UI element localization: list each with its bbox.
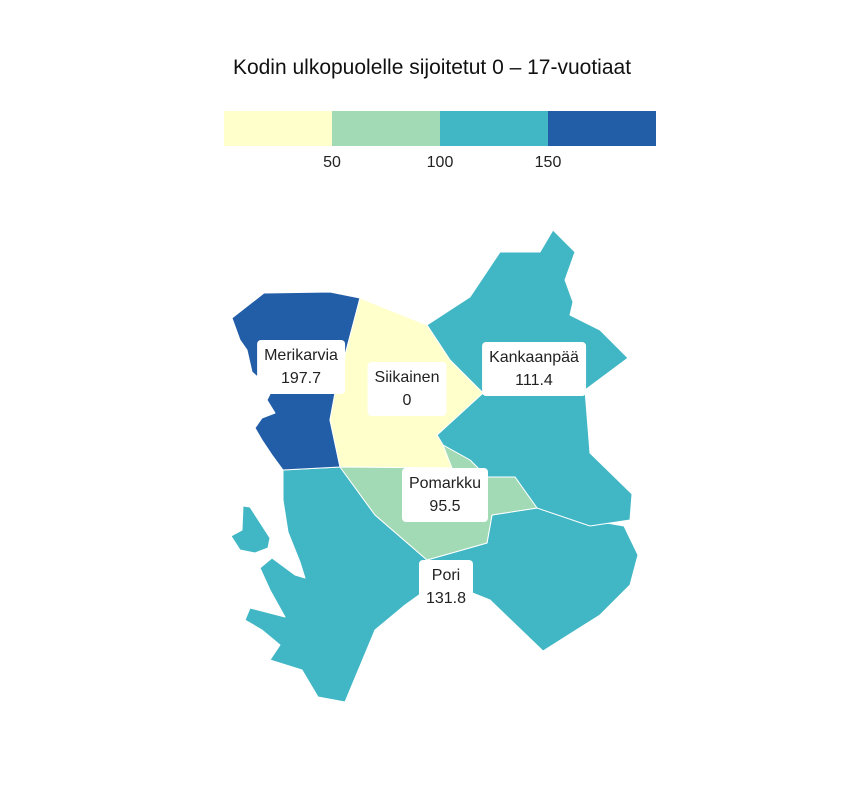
region-label-pori: Pori 131.8: [418, 560, 474, 614]
region-label-merikarvia: Merikarvia 197.7: [257, 340, 345, 394]
region-label-pomarkku: Pomarkku 95.5: [401, 468, 489, 522]
region-pori-island[interactable]: [230, 505, 271, 554]
legend-swatch-3: [440, 111, 548, 146]
legend-tick-100: 100: [426, 154, 454, 171]
legend-tick-50: 50: [323, 154, 341, 171]
legend-swatch-2: [332, 111, 440, 146]
legend-swatch-4: [548, 111, 656, 146]
map-title: Kodin ulkopuolelle sijoitetut 0 – 17-vuo…: [232, 56, 632, 79]
region-label-kankaanpaa: Kankaanpää 111.4: [482, 342, 586, 396]
region-label-siikainen: Siikainen 0: [367, 362, 447, 416]
color-legend: [224, 111, 656, 146]
legend-swatch-1: [224, 111, 332, 146]
legend-tick-150: 150: [534, 154, 562, 171]
legend-ticks: 50 100 150: [224, 154, 656, 176]
